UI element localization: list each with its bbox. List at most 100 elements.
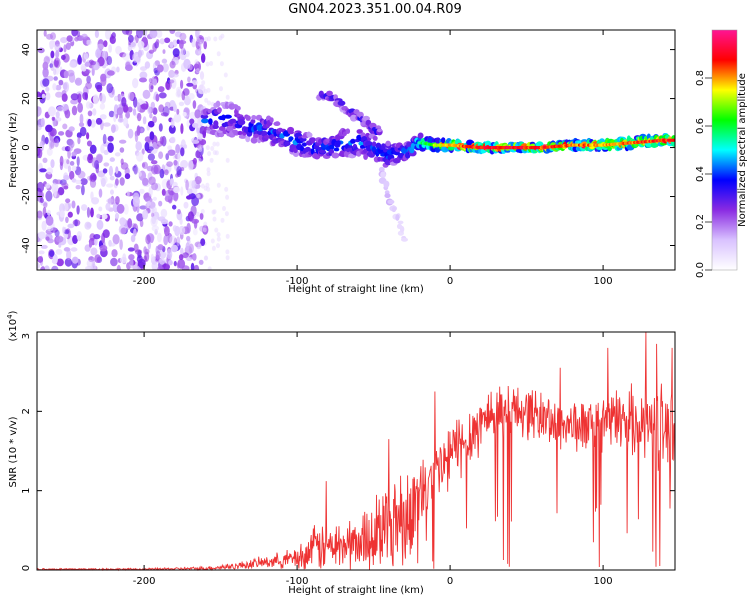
noise-speck bbox=[100, 144, 105, 154]
noise-speck bbox=[82, 92, 88, 100]
noise-speck bbox=[155, 250, 161, 260]
noise-speck bbox=[186, 222, 191, 234]
noise-speck bbox=[41, 265, 45, 270]
ridge-blob bbox=[226, 125, 234, 132]
ridge-blob bbox=[237, 130, 243, 136]
noise-speck bbox=[41, 220, 47, 231]
noise-speck bbox=[58, 79, 64, 86]
noise-speck bbox=[117, 117, 124, 123]
noise-speck bbox=[222, 206, 226, 211]
noise-speck bbox=[67, 69, 75, 77]
noise-speck bbox=[87, 118, 92, 127]
snr-plot-area bbox=[37, 332, 675, 570]
noise-speck bbox=[70, 93, 79, 101]
noise-speck bbox=[161, 58, 168, 64]
noise-speck bbox=[173, 260, 177, 267]
noise-speck bbox=[39, 168, 47, 173]
noise-speck bbox=[96, 43, 104, 50]
noise-speck bbox=[65, 216, 69, 223]
x-tick-label: -100 bbox=[286, 276, 309, 287]
noise-speck bbox=[133, 228, 137, 237]
noise-speck bbox=[109, 175, 115, 181]
noise-speck bbox=[141, 148, 145, 155]
noise-speck bbox=[115, 178, 119, 186]
noise-speck bbox=[59, 155, 64, 166]
ridge-blob bbox=[215, 100, 221, 108]
noise-speck bbox=[176, 166, 182, 176]
ridge-blob bbox=[387, 199, 395, 205]
noise-speck bbox=[68, 203, 72, 209]
snr-x-label: Height of straight line (km) bbox=[288, 585, 424, 596]
noise-speck bbox=[210, 146, 215, 151]
ridge-blob bbox=[350, 114, 358, 122]
noise-speck bbox=[108, 44, 112, 53]
noise-speck bbox=[209, 61, 214, 66]
noise-speck bbox=[55, 84, 62, 91]
noise-speck bbox=[106, 83, 113, 94]
noise-speck bbox=[115, 166, 119, 174]
noise-speck bbox=[90, 191, 94, 200]
noise-speck bbox=[197, 157, 202, 163]
noise-speck bbox=[198, 259, 204, 265]
noise-speck bbox=[50, 50, 55, 59]
noise-speck bbox=[55, 248, 63, 255]
noise-speck bbox=[178, 225, 186, 235]
noise-speck bbox=[216, 236, 221, 242]
noise-speck bbox=[166, 161, 174, 168]
noise-speck bbox=[37, 142, 40, 148]
noise-speck bbox=[83, 39, 87, 45]
noise-speck bbox=[79, 126, 87, 137]
noise-speck bbox=[186, 195, 192, 200]
noise-speck bbox=[119, 177, 125, 186]
colorbar-frame bbox=[711, 29, 738, 271]
noise-speck bbox=[149, 30, 158, 39]
noise-speck bbox=[62, 226, 66, 234]
noise-speck bbox=[85, 101, 91, 109]
noise-speck bbox=[149, 131, 155, 141]
noise-speck bbox=[142, 89, 151, 99]
ridge-blob bbox=[358, 141, 365, 146]
noise-speck bbox=[199, 84, 204, 90]
noise-speck bbox=[75, 179, 82, 185]
noise-speck bbox=[194, 109, 201, 119]
ridge-core bbox=[672, 138, 675, 142]
noise-speck bbox=[223, 72, 228, 78]
noise-speck bbox=[66, 249, 72, 261]
noise-speck bbox=[158, 151, 164, 159]
noise-speck bbox=[180, 186, 184, 196]
colorbar-tick-label: 0.4 bbox=[695, 166, 706, 182]
noise-speck bbox=[115, 45, 122, 55]
noise-speck bbox=[133, 164, 138, 175]
noise-speck bbox=[177, 259, 186, 269]
noise-speck bbox=[218, 35, 223, 41]
noise-speck bbox=[103, 149, 109, 155]
noise-speck bbox=[111, 124, 116, 133]
noise-speck bbox=[164, 225, 170, 237]
noise-speck bbox=[135, 141, 142, 151]
noise-speck bbox=[114, 212, 120, 220]
noise-speck bbox=[140, 128, 144, 133]
noise-speck bbox=[147, 153, 155, 161]
noise-speck bbox=[71, 105, 78, 116]
noise-speck bbox=[95, 48, 101, 59]
noise-speck bbox=[220, 217, 225, 223]
noise-speck bbox=[208, 198, 213, 204]
noise-speck bbox=[214, 227, 219, 233]
noise-speck bbox=[49, 250, 55, 257]
ridge-blob bbox=[208, 118, 213, 125]
noise-speck bbox=[63, 174, 70, 181]
noise-speck bbox=[71, 151, 78, 156]
noise-speck bbox=[80, 65, 87, 72]
noise-speck bbox=[92, 174, 97, 181]
noise-speck bbox=[123, 203, 129, 215]
noise-speck bbox=[186, 256, 193, 261]
noise-speck bbox=[45, 236, 50, 241]
ridge-blob bbox=[273, 121, 281, 127]
ridge-blob bbox=[308, 132, 313, 138]
noise-speck bbox=[169, 60, 176, 69]
noise-speck bbox=[185, 242, 190, 251]
noise-speck bbox=[37, 91, 41, 98]
noise-speck bbox=[71, 200, 76, 209]
noise-speck bbox=[92, 108, 97, 116]
